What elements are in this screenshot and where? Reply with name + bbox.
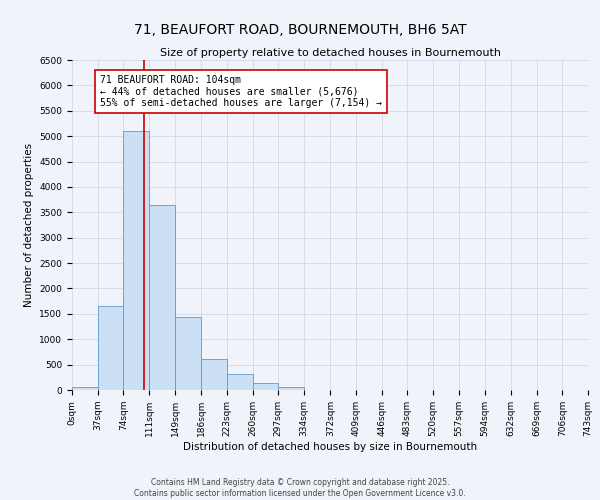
Bar xyxy=(98,306,124,390)
Text: 71 BEAUFORT ROAD: 104sqm
← 44% of detached houses are smaller (5,676)
55% of sem: 71 BEAUFORT ROAD: 104sqm ← 44% of detach… xyxy=(100,75,382,108)
Bar xyxy=(201,358,227,390)
Text: 71, BEAUFORT ROAD, BOURNEMOUTH, BH6 5AT: 71, BEAUFORT ROAD, BOURNEMOUTH, BH6 5AT xyxy=(134,22,466,36)
Bar xyxy=(227,374,253,390)
Bar xyxy=(253,383,278,390)
Title: Size of property relative to detached houses in Bournemouth: Size of property relative to detached ho… xyxy=(160,48,500,58)
Bar xyxy=(175,318,201,390)
Bar xyxy=(72,388,98,390)
X-axis label: Distribution of detached houses by size in Bournemouth: Distribution of detached houses by size … xyxy=(183,442,477,452)
Text: Contains HM Land Registry data © Crown copyright and database right 2025.
Contai: Contains HM Land Registry data © Crown c… xyxy=(134,478,466,498)
Y-axis label: Number of detached properties: Number of detached properties xyxy=(24,143,34,307)
Bar xyxy=(278,388,304,390)
Bar xyxy=(124,131,149,390)
Bar xyxy=(149,204,175,390)
